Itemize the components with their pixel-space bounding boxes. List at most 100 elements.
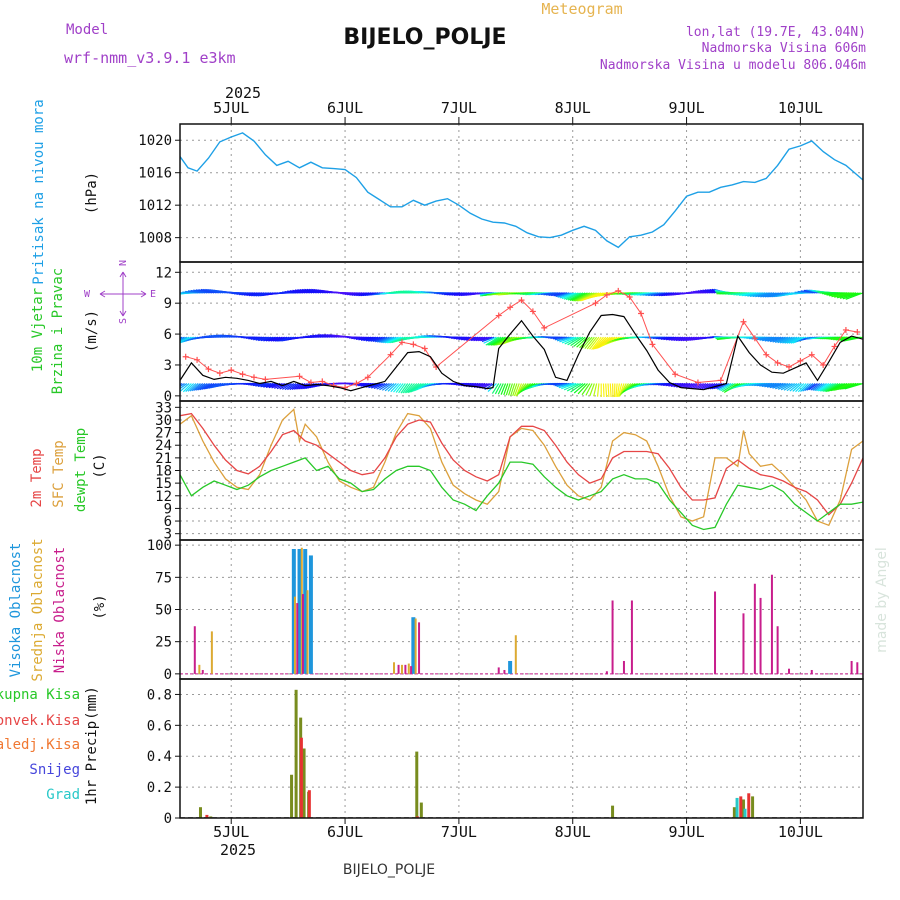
wind-barb [559,336,575,343]
wind-barb [810,383,821,391]
wind-barb [368,382,381,389]
wind-barb [792,383,802,392]
bottom-date-label: 7JUL [441,823,477,841]
wind-barb [668,336,682,341]
wind-barb [602,383,605,397]
wind-barb [585,383,593,396]
top-date-label: 8JUL [555,99,591,117]
precip-legend-conv: Konvek.Kisa [0,713,80,729]
ytick-label: 3 [164,358,172,374]
wind-barb [255,336,269,341]
wind-barb [762,292,777,298]
cloud-bar [630,600,633,674]
cloud-bar [759,597,762,674]
top-date-label: 9JUL [668,99,704,117]
cloud-bar [503,669,506,674]
wind-barb [790,336,805,344]
cloud-bar [850,660,853,674]
cloud-bar [303,549,308,674]
cloud-bar [198,664,201,674]
panel-pressure: 1008 1012 1016 1020 [138,123,864,263]
precip-bar [611,805,615,818]
cloud-bar [308,555,313,674]
wind-barb [577,383,588,395]
cloud-bar [418,622,421,674]
ytick-label: 12 [155,265,172,281]
wind-barb [699,382,709,390]
wind-barb [260,336,274,342]
wind-barb [299,288,313,294]
cloud-ylabel-mid: Srednja Oblacnost [30,538,46,681]
wind-barb [615,383,618,398]
ytick-label: 1016 [138,166,172,182]
wind-barb [678,336,691,342]
wind-barb [678,382,691,389]
pressure-unit: (hPa) [84,172,100,214]
wind-barb [819,383,832,392]
wind-barb [510,383,516,396]
wind-barb [407,383,418,394]
wind-barb [483,336,497,344]
precip-legend-freezing: Zaledj.Kisa [0,737,80,753]
bottom-station-label: BIJELO_POLJE [343,862,435,878]
wind-barb [752,292,768,298]
ytick-label: 3 [164,527,172,543]
wind-barb [301,288,315,294]
wind-barb [265,382,279,389]
ytick-label: 25 [155,635,172,651]
ytick-label: 1012 [138,198,172,214]
precip-bar [419,802,423,818]
top-date-label: 6JUL [327,99,363,117]
wind-barb [786,383,798,392]
wind-barb [561,292,577,300]
cloud-bar [210,631,213,674]
wind-barb [595,336,609,350]
panel-frame [179,123,864,263]
ytick-label: 9 [164,296,172,312]
wind-barb [494,383,502,395]
wind-barb [616,383,620,397]
cloud-bar [291,549,296,674]
wind-barb [258,336,272,342]
cloud-bar [400,664,403,674]
wind-barb [463,336,477,341]
wind-barb [586,336,598,350]
wind-barb [780,382,793,391]
top-date-label: 5JUL [213,99,249,117]
precip-bar [205,814,209,818]
wind-barb [764,382,779,388]
wind-barb [802,383,812,392]
wind-barb [570,336,584,347]
compass-n: N [118,260,129,266]
wind-barb [804,383,814,392]
wind-barb [766,382,782,388]
wind-barb [834,292,855,298]
precip-bar [741,799,745,818]
wind-barb [265,336,279,342]
wind-barb [686,382,698,389]
wind-barb [566,382,581,392]
wind-barb [300,382,311,390]
panel-body-wind [180,287,863,398]
wind-barb [500,383,507,395]
wind-barb [673,382,686,388]
wind-barb [193,383,204,391]
pressure-ylabel: Pritisak na nivou mora [31,99,47,284]
wind-barb [555,292,570,298]
panel-frame [179,261,864,402]
wind-barb [589,336,600,350]
wind-barb [704,289,718,294]
wind-barb [557,292,572,298]
ytick-label: 33 [155,400,172,416]
wind-barb [297,289,310,294]
wind-barb [306,288,320,294]
wind-barb [304,288,317,294]
meteogram-title: Meteogram [541,0,622,18]
ytick-label: 0.6 [147,718,172,734]
ytick-label: 50 [155,603,172,619]
wind-barb [393,383,402,393]
cloud-bar [514,635,517,674]
wind-barb [605,383,608,398]
precip-bar [290,774,294,818]
wind-barb [470,336,483,342]
